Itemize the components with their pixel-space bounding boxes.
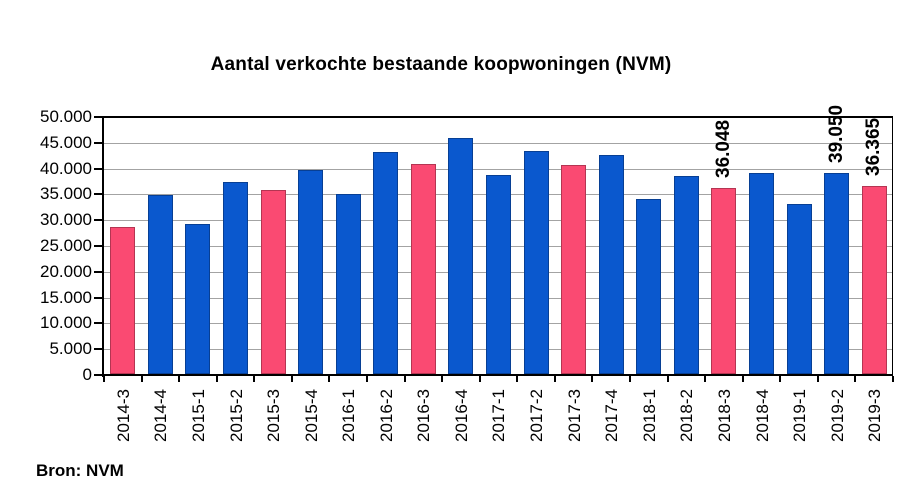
y-axis-tick	[94, 219, 102, 221]
plot-right-border	[892, 117, 893, 375]
x-axis-tick	[441, 376, 443, 382]
bar	[185, 224, 210, 374]
bar-data-label: 36.048	[713, 119, 734, 178]
bar	[749, 173, 774, 374]
x-axis-tick	[141, 376, 143, 382]
bar	[373, 152, 398, 374]
x-tick-label: 2018-1	[640, 389, 659, 442]
y-tick-label: 50.000	[40, 107, 92, 126]
bar	[561, 165, 586, 374]
x-axis-tick	[591, 376, 593, 382]
y-tick-label: 5.000	[49, 339, 92, 358]
bar	[711, 188, 736, 374]
x-axis-tick	[742, 376, 744, 382]
y-tick-label: 10.000	[40, 313, 92, 332]
y-axis-tick	[94, 348, 102, 350]
x-axis-line	[102, 374, 893, 376]
x-tick-label: 2017-1	[489, 389, 508, 442]
bar	[824, 173, 849, 374]
x-tick-label: 2015-4	[302, 389, 321, 442]
y-axis-tick	[94, 168, 102, 170]
x-axis-tick	[817, 376, 819, 382]
source-note: Bron: NVM	[36, 461, 124, 480]
y-tick-label: 0	[82, 365, 92, 384]
x-tick-label: 2018-4	[753, 389, 772, 442]
x-tick-label: 2016-3	[414, 389, 433, 442]
bar	[674, 176, 699, 374]
bar	[411, 164, 436, 374]
y-axis-tick	[94, 297, 102, 299]
x-tick-label: 2014-3	[114, 389, 133, 442]
bar	[862, 186, 887, 374]
bar-data-label: 36.365	[863, 117, 884, 176]
y-tick-label: 20.000	[40, 262, 92, 281]
bar-data-label: 39.050	[826, 104, 847, 163]
x-axis-tick	[779, 376, 781, 382]
x-axis-tick	[479, 376, 481, 382]
x-axis-tick	[667, 376, 669, 382]
x-tick-label: 2019-1	[790, 389, 809, 442]
x-axis-tick	[554, 376, 556, 382]
x-axis-tick	[178, 376, 180, 382]
x-tick-label: 2015-3	[264, 389, 283, 442]
x-axis-tick	[629, 376, 631, 382]
bar	[298, 170, 323, 374]
bar	[599, 155, 624, 374]
x-tick-label: 2017-4	[602, 389, 621, 442]
gridline	[104, 169, 893, 170]
x-axis-tick	[103, 376, 105, 382]
x-tick-label: 2017-3	[565, 389, 584, 442]
bar	[336, 194, 361, 374]
x-tick-label: 2019-3	[865, 389, 884, 442]
x-tick-label: 2014-4	[151, 389, 170, 442]
x-axis-tick	[216, 376, 218, 382]
y-axis-tick	[94, 271, 102, 273]
chart-title: Aantal verkochte bestaande koopwoningen …	[210, 54, 672, 75]
bar	[223, 182, 248, 374]
y-axis-tick	[94, 193, 102, 195]
x-axis-tick	[404, 376, 406, 382]
bar	[787, 204, 812, 374]
bar	[636, 199, 661, 374]
bar	[261, 190, 286, 374]
y-axis-tick	[94, 322, 102, 324]
y-axis-tick	[94, 245, 102, 247]
x-axis-tick	[328, 376, 330, 382]
x-axis-tick	[253, 376, 255, 382]
x-tick-label: 2016-1	[339, 389, 358, 442]
y-tick-label: 35.000	[40, 184, 92, 203]
y-axis-tick	[94, 374, 102, 376]
bar	[486, 175, 511, 374]
x-axis-tick	[704, 376, 706, 382]
y-tick-label: 40.000	[40, 159, 92, 178]
bar	[448, 138, 473, 374]
y-axis-line	[102, 116, 104, 377]
plot-top-border	[104, 116, 893, 118]
x-axis-tick	[516, 376, 518, 382]
y-axis-tick	[94, 116, 102, 118]
x-axis-tick	[854, 376, 856, 382]
y-tick-label: 15.000	[40, 288, 92, 307]
bar	[110, 227, 135, 374]
y-tick-label: 25.000	[40, 236, 92, 255]
x-tick-label: 2016-2	[377, 389, 396, 442]
bar	[148, 195, 173, 374]
x-axis-tick	[892, 376, 894, 382]
y-tick-label: 30.000	[40, 210, 92, 229]
y-tick-label: 45.000	[40, 133, 92, 152]
x-tick-label: 2018-3	[715, 389, 734, 442]
gridline	[104, 143, 893, 144]
x-tick-label: 2016-4	[452, 389, 471, 442]
y-axis-tick	[94, 142, 102, 144]
x-axis-tick	[291, 376, 293, 382]
x-tick-label: 2015-2	[227, 389, 246, 442]
x-tick-label: 2019-2	[828, 389, 847, 442]
x-tick-label: 2015-1	[189, 389, 208, 442]
x-tick-label: 2017-2	[527, 389, 546, 442]
x-axis-tick	[366, 376, 368, 382]
bar	[524, 151, 549, 374]
x-tick-label: 2018-2	[677, 389, 696, 442]
